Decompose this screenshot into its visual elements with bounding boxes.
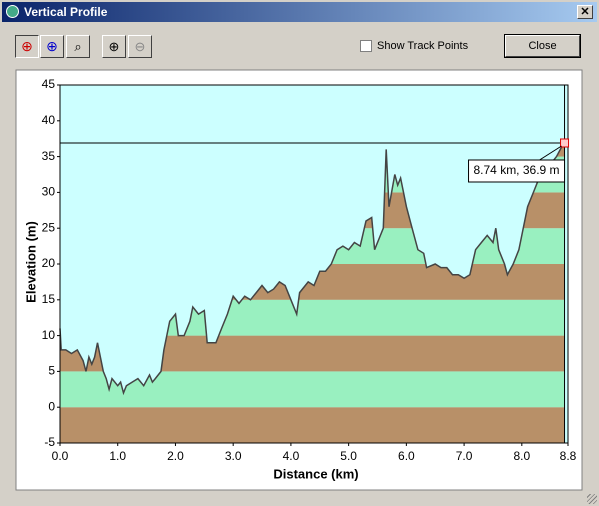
x-tick-label: 1.0 xyxy=(109,449,126,463)
x-tick-label: 2.0 xyxy=(167,449,184,463)
x-tick-label: 4.0 xyxy=(283,449,300,463)
tool-cursor-red[interactable]: ⊕ xyxy=(15,35,39,58)
y-tick-label: 35 xyxy=(42,149,56,163)
y-tick-label: 25 xyxy=(42,220,56,234)
x-tick-label: 5.0 xyxy=(340,449,357,463)
x-tick-label: 7.0 xyxy=(456,449,473,463)
y-tick-label: -5 xyxy=(44,435,55,449)
y-tick-label: 20 xyxy=(42,256,56,270)
x-tick-label: 8.0 xyxy=(513,449,530,463)
band xyxy=(60,407,565,443)
y-tick-label: 10 xyxy=(42,328,56,342)
profile-line xyxy=(59,142,566,396)
checkbox-label: Show Track Points xyxy=(377,40,469,52)
tool-zoom-box[interactable]: ⌕ xyxy=(66,35,90,58)
title-close[interactable]: ✕ xyxy=(577,5,593,19)
tool-cursor-blue[interactable]: ⊕ xyxy=(40,35,64,58)
y-tick-label: 0 xyxy=(48,399,55,413)
y-tick-label: 40 xyxy=(42,113,56,127)
y-tick-label: 5 xyxy=(48,364,55,378)
window-title: Vertical Profile xyxy=(24,5,108,19)
cursor-label: 8.74 km, 36.9 m xyxy=(474,163,560,177)
tool-zoom-out[interactable]: ⊖ xyxy=(128,35,152,58)
x-tick-label: 3.0 xyxy=(225,449,242,463)
x-axis-label: Distance (km) xyxy=(273,466,358,481)
app-icon xyxy=(6,5,19,18)
y-tick-label: 45 xyxy=(42,77,56,91)
close-button[interactable]: Close xyxy=(504,34,581,58)
y-tick-label: 15 xyxy=(42,292,56,306)
title-bar: Vertical Profile ✕ xyxy=(2,2,597,22)
cursor-label-box xyxy=(468,159,566,183)
callout-pointer xyxy=(539,145,562,161)
x-tick-label: 8.8 xyxy=(560,449,577,463)
cursor-marker xyxy=(560,138,570,148)
y-tick-label: 30 xyxy=(42,185,56,199)
x-tick-label: 0.0 xyxy=(52,449,69,463)
y-axis-label: Elevation (m) xyxy=(23,221,38,303)
checkbox[interactable] xyxy=(360,40,372,52)
x-tick-label: 6.0 xyxy=(398,449,415,463)
tool-zoom-in[interactable]: ⊕ xyxy=(102,35,126,58)
resize-grip xyxy=(587,494,597,504)
